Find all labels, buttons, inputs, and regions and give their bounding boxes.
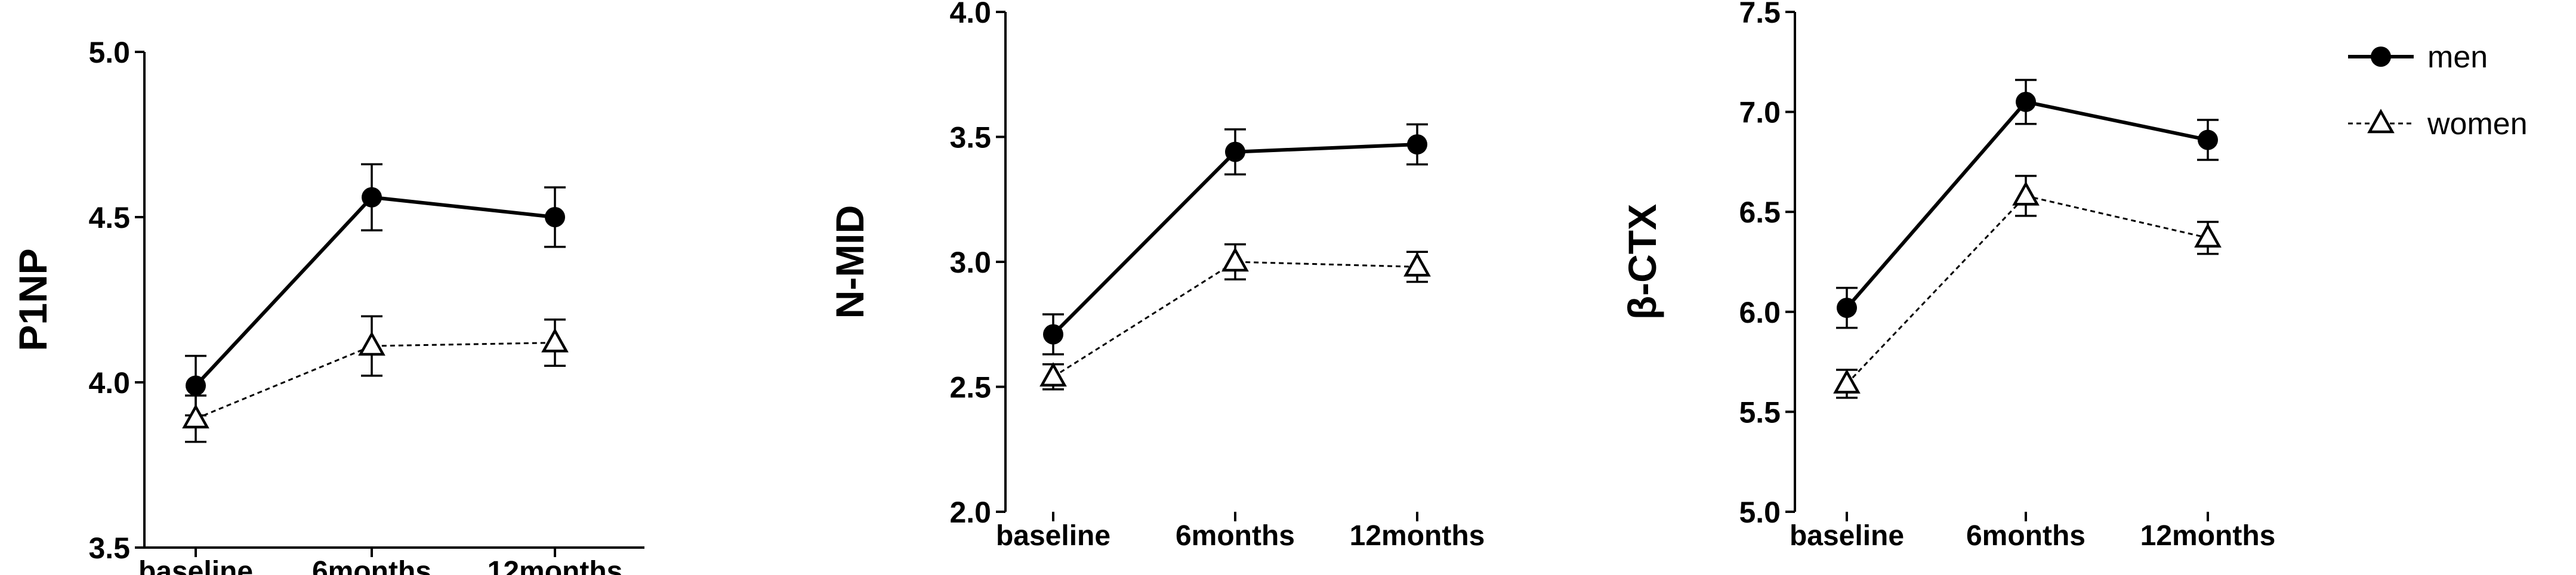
data-point-women: [2194, 223, 2222, 248]
series-men: [1836, 79, 2219, 329]
data-point-women: [2012, 181, 2040, 206]
data-point-women: [1833, 369, 1861, 394]
data-point-men: [1837, 298, 1857, 319]
y-tick-label: 5.0: [88, 36, 130, 69]
legend: men women: [2348, 40, 2528, 141]
y-axis-title: N-MID: [828, 205, 872, 319]
x-tick-label: 6months: [312, 556, 431, 575]
series-men: [185, 163, 566, 417]
data-point-men: [186, 375, 206, 396]
chart-panel-3: 5.0 5.5 6.0 6.5 7.0 7.5 baseline 6months 12month…: [1620, 0, 2275, 552]
y-tick-label: 7.5: [1739, 0, 1781, 29]
y-axis-title: β-CTX: [1620, 204, 1664, 320]
y-tick-label: 5.5: [1739, 395, 1781, 429]
y-tick-label: 2.0: [949, 496, 991, 529]
legend-item-women: women: [2348, 107, 2528, 141]
chart-panels: 3.5 4.0 4.5 5.0 baseline 6months 12months P1NP 2…: [11, 0, 2275, 575]
data-point-men: [1407, 134, 1427, 155]
data-point-men: [362, 187, 382, 208]
chart-panel-1: 3.5 4.0 4.5 5.0 baseline 6months 12months P1NP: [11, 36, 644, 575]
x-tick-label: 6months: [1176, 520, 1295, 552]
y-tick-label: 4.0: [88, 366, 130, 400]
y-tick-label: 3.0: [949, 246, 991, 279]
y-tick-label: 3.5: [949, 121, 991, 154]
data-point-women: [1039, 362, 1067, 387]
y-tick-label: 4.5: [88, 201, 130, 234]
legend-label: men: [2427, 40, 2488, 75]
series-line-men: [194, 195, 556, 387]
series-line-women: [195, 342, 556, 420]
series-line-women: [1846, 194, 2208, 385]
legend-item-men: men: [2348, 40, 2488, 75]
y-tick-label: 5.0: [1739, 496, 1781, 529]
data-point-women: [182, 404, 209, 429]
data-point-men: [545, 207, 565, 227]
data-point-men: [2198, 129, 2218, 150]
y-tick-label: 2.5: [949, 371, 991, 404]
series-women: [182, 315, 569, 443]
series-women: [1039, 243, 1431, 391]
y-axis-title: P1NP: [11, 248, 55, 351]
data-point-men: [2016, 91, 2036, 112]
x-tick-label: baseline: [996, 520, 1110, 552]
series-men: [1042, 123, 1428, 355]
y-tick-label: 7.0: [1739, 96, 1781, 129]
legend-marker: [2371, 47, 2391, 67]
legend-marker: [2367, 109, 2395, 134]
data-point-men: [1225, 141, 1245, 162]
y-tick-label: 6.0: [1739, 296, 1781, 329]
legend-label: women: [2427, 107, 2528, 141]
y-tick-label: 3.5: [88, 531, 130, 565]
data-point-men: [1043, 324, 1063, 345]
data-point-women: [541, 327, 569, 353]
data-point-women: [358, 331, 385, 356]
x-tick-label: 6months: [1966, 520, 2086, 552]
x-tick-label: baseline: [1790, 520, 1904, 552]
x-tick-label: baseline: [138, 556, 253, 575]
data-point-women: [1221, 247, 1249, 272]
data-point-women: [1403, 252, 1431, 277]
x-tick-label: 12months: [488, 556, 623, 575]
x-tick-label: 12months: [2140, 520, 2276, 552]
y-tick-label: 4.0: [949, 0, 991, 29]
series-women: [1833, 175, 2222, 399]
y-tick-label: 6.5: [1739, 196, 1781, 229]
x-tick-label: 12months: [1350, 520, 1485, 552]
series-line-women: [1053, 261, 1418, 378]
chart-panel-2: 2.0 2.5 3.0 3.5 4.0 baseline 6months 12months N-…: [828, 0, 1485, 552]
